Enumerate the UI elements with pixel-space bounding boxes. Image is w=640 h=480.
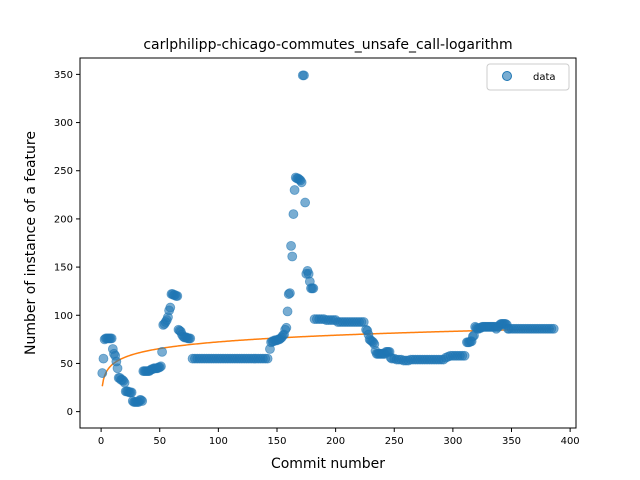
y-tick-label: 300	[54, 118, 73, 129]
x-tick-label: 150	[267, 436, 286, 447]
y-tick-label: 350	[54, 70, 73, 81]
x-tick-label: 200	[326, 436, 345, 447]
x-tick-label: 0	[98, 436, 104, 447]
data-point	[286, 240, 296, 251]
data-point	[282, 306, 293, 317]
data-point	[156, 361, 166, 372]
data-point	[288, 209, 299, 219]
legend: data	[486, 63, 570, 91]
data-point	[185, 333, 196, 344]
data-point	[262, 353, 273, 364]
data-point	[157, 346, 167, 357]
data-point	[459, 350, 470, 361]
y-axis-label: Number of instance of a feature	[23, 131, 39, 355]
chart-title: carlphilipp-chicago-commutes_unsafe_call…	[143, 37, 512, 53]
data-point	[97, 368, 108, 378]
x-tick-label: 250	[385, 436, 404, 447]
y-tick-label: 150	[54, 263, 73, 274]
x-axis-label: Commit number	[271, 456, 385, 472]
data-point	[172, 291, 183, 301]
data-point	[281, 322, 292, 333]
x-tick-label: 100	[209, 436, 228, 447]
plot-area	[97, 70, 559, 407]
data-point	[106, 333, 117, 344]
data-point	[112, 363, 123, 374]
data-point	[284, 288, 295, 299]
data-point	[98, 353, 109, 364]
data-point	[296, 177, 307, 188]
data-point	[119, 377, 130, 388]
y-tick-label: 250	[54, 166, 73, 177]
data-point	[289, 185, 300, 195]
x-tick-label: 300	[443, 436, 462, 447]
data-point	[308, 283, 319, 294]
data-point	[287, 251, 298, 262]
legend-label-data: data	[533, 72, 556, 83]
y-tick-label: 0	[67, 407, 73, 418]
data-point	[548, 323, 559, 334]
x-tick-label: 400	[561, 436, 580, 447]
y-tick-label: 50	[60, 359, 73, 370]
x-axis: 0 50 100 150 200 250 300 350 400	[98, 428, 580, 447]
data-point	[126, 387, 137, 398]
y-tick-label: 200	[54, 214, 73, 225]
x-tick-label: 50	[153, 436, 166, 447]
y-tick-label: 100	[54, 311, 73, 322]
data-point	[300, 197, 311, 208]
axes-frame	[79, 57, 577, 429]
legend-marker-data	[502, 71, 512, 81]
data-point	[299, 70, 309, 81]
y-axis: 0 50 100 150 200 250 300 350	[54, 70, 80, 418]
legend-frame	[486, 63, 570, 91]
data-point	[137, 396, 148, 406]
data-point	[165, 302, 176, 313]
x-tick-label: 350	[502, 436, 521, 447]
points-layer	[97, 70, 559, 407]
